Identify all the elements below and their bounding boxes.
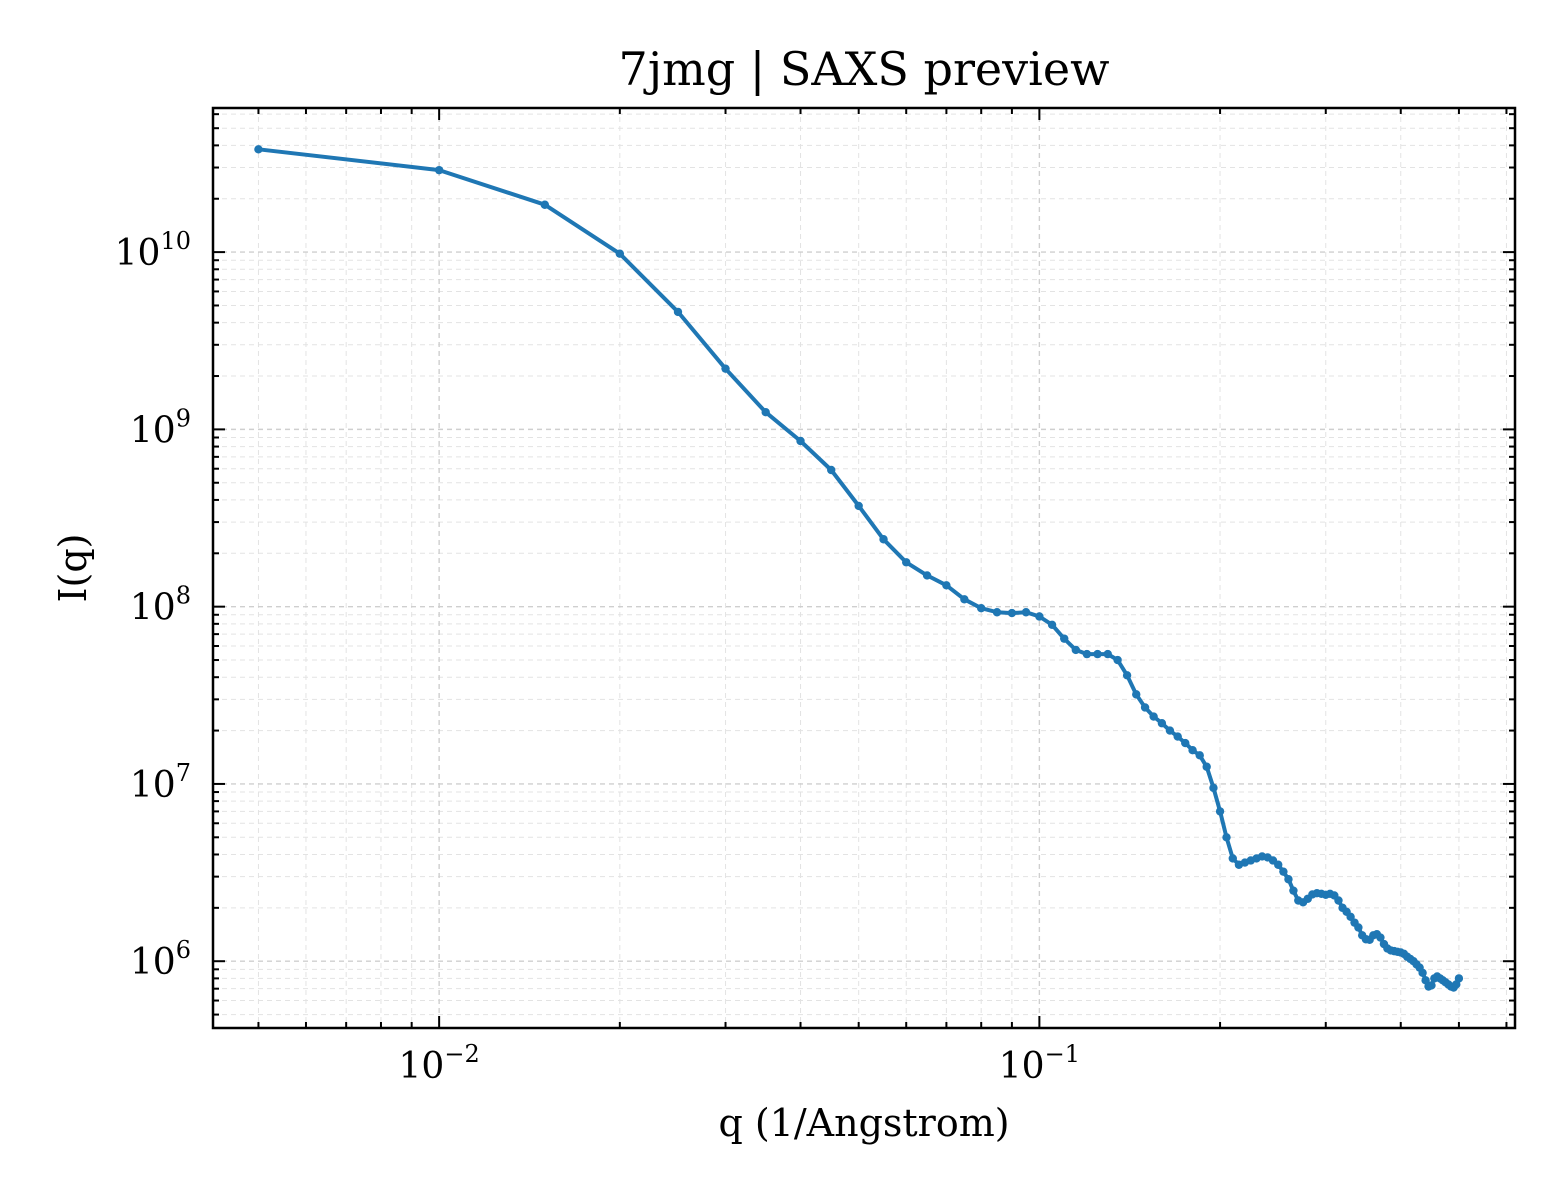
data-point (1279, 867, 1288, 876)
data-point (1140, 703, 1150, 712)
data-point (1228, 854, 1237, 863)
data-point (827, 465, 836, 475)
data-point (854, 501, 863, 511)
plot-frame (211, 106, 1517, 1030)
data-point (1157, 719, 1167, 728)
data-point (1202, 762, 1211, 771)
data-point (1195, 751, 1204, 760)
major-grid (213, 108, 1515, 1028)
data-point (879, 535, 888, 544)
data-point (1149, 712, 1158, 721)
data-point (942, 581, 951, 590)
data-point (1021, 608, 1031, 617)
data-point (1376, 933, 1385, 942)
data-point (1334, 896, 1343, 905)
data-point (1122, 671, 1132, 680)
chart-title: 7jmg | SAXS preview (619, 42, 1110, 96)
tick-labels: 10−2 10−1 106 107 108 109 1010 (115, 227, 1080, 1087)
x-axis-label: q (1/Angstrom) (718, 1101, 1009, 1145)
x-tick-label: 10−1 (999, 1040, 1080, 1087)
data-point (1071, 645, 1081, 655)
data-point (1093, 649, 1102, 659)
data-point (434, 165, 444, 175)
data-point (902, 558, 911, 567)
data-point (922, 571, 932, 580)
data-point (960, 595, 969, 604)
y-tick-label: 1010 (115, 227, 191, 274)
data-point (1181, 738, 1190, 748)
minor-grid (213, 108, 1515, 1028)
data-point (1035, 612, 1044, 621)
data-point (1173, 732, 1182, 741)
data-point (1007, 608, 1017, 618)
data-point (1188, 745, 1197, 755)
data-point (1113, 655, 1122, 665)
data-point (761, 408, 770, 417)
data-point (254, 145, 263, 154)
data-point (1418, 968, 1427, 978)
data-point (977, 604, 986, 613)
data-point (1289, 886, 1298, 895)
data-point (721, 364, 730, 373)
data-point (1454, 974, 1464, 983)
data-point (673, 307, 683, 317)
series-layer (254, 145, 1464, 992)
y-tick-label: 107 (130, 759, 191, 806)
data-point (796, 436, 805, 446)
data-point (1103, 649, 1112, 659)
x-tick-label: 10−2 (399, 1040, 480, 1087)
y-tick-label: 109 (130, 404, 191, 451)
data-point (1215, 807, 1225, 816)
data-point (1082, 649, 1092, 659)
y-axis-label: I(q) (51, 534, 95, 603)
data-point (1354, 923, 1363, 932)
data-point (992, 608, 1002, 617)
y-tick-label: 106 (130, 936, 191, 983)
data-point (1284, 875, 1293, 884)
data-point (1427, 981, 1436, 990)
data-point (1132, 690, 1141, 699)
data-point (1165, 726, 1175, 735)
data-point (1209, 783, 1218, 793)
data-point (615, 249, 625, 258)
y-tick-label: 108 (130, 582, 191, 629)
data-point (1060, 634, 1069, 643)
data-point (540, 200, 550, 209)
data-point (1274, 860, 1283, 869)
data-point (1222, 833, 1231, 842)
axis-ticks (213, 108, 1515, 1028)
data-point (1047, 620, 1057, 630)
